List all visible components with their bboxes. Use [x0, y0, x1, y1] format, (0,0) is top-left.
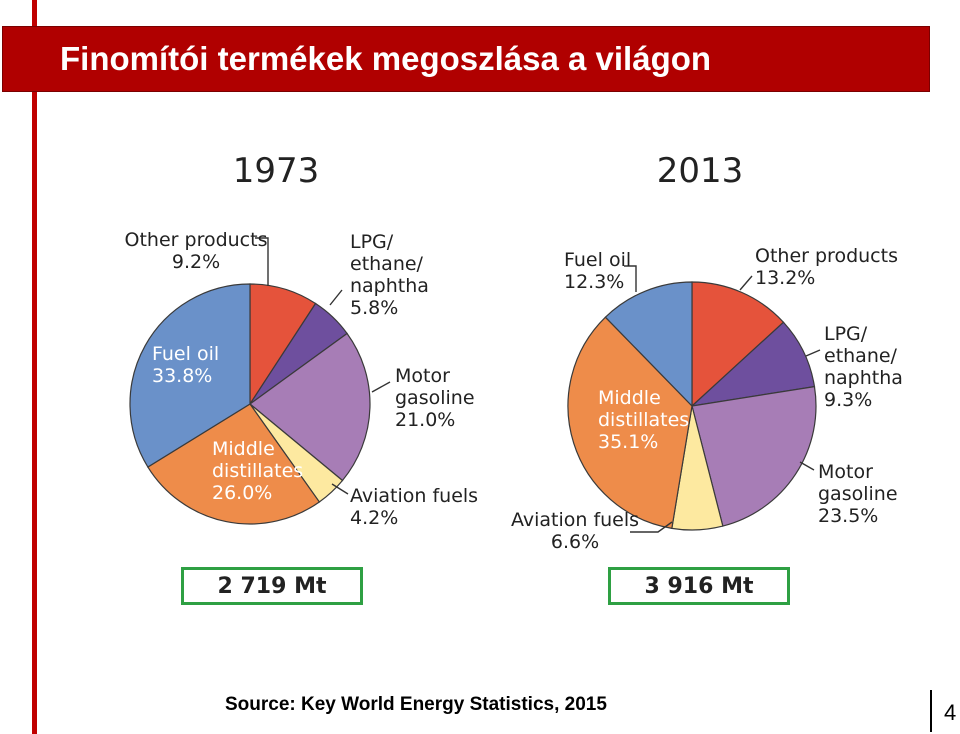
- slice-label-1973-aviation-fuels: Aviation fuels 4.2%: [350, 485, 478, 529]
- slice-label-1973-motor-gasoline: Motor gasoline 21.0%: [395, 365, 475, 431]
- leader-line-2013-lpg-ethane-naphtha: [805, 349, 821, 357]
- leader-line-1973-aviation-fuels: [331, 483, 349, 495]
- pie-slice-2013-motor-gasoline: [691, 385, 817, 527]
- pie-slice-1973-fuel-oil: [129, 283, 251, 468]
- leader-line-2013-fuel-oil: [624, 265, 637, 292]
- chart-title-2013: 2013: [657, 151, 744, 191]
- slice-label-1973-fuel-oil: Fuel oil 33.8%: [152, 343, 219, 387]
- slice-label-2013-aviation-fuels: Aviation fuels 6.6%: [511, 509, 639, 553]
- pie-slice-2013-middle-distillates: [567, 316, 693, 530]
- total-1973-box: 2 719 Mt: [181, 567, 363, 605]
- source-note: Source: Key World Energy Statistics, 201…: [225, 694, 607, 715]
- chart-title-1973: 1973: [233, 151, 320, 191]
- pie-slice-2013-fuel-oil: [604, 281, 693, 408]
- leader-line-1973-motor-gasoline: [371, 381, 391, 393]
- slide-title: Finomítói termékek megoszlása a világon: [60, 40, 712, 77]
- page-number-divider: [930, 690, 932, 732]
- leader-line-1973-lpg-ethane-naphtha: [329, 289, 343, 306]
- leader-line-1973-other-products: [255, 237, 269, 286]
- slice-label-2013-lpg-ethane-naphtha: LPG/ethane/naphtha 9.3%: [824, 323, 903, 411]
- left-accent-bar: [32, 0, 37, 734]
- slice-label-2013-middle-distillates: Middle distillates 35.1%: [598, 387, 689, 453]
- leader-line-2013-other-products: [739, 275, 753, 291]
- page-number: 4: [944, 700, 957, 725]
- leader-line-2013-motor-gasoline: [799, 461, 815, 471]
- pie-slice-1973-middle-distillates: [147, 403, 321, 525]
- slice-label-2013-fuel-oil: Fuel oil 12.3%: [564, 249, 631, 293]
- leader-line-2013-aviation-fuels: [630, 521, 673, 533]
- pie-slice-2013-other-products: [691, 281, 785, 408]
- title-banner: [2, 26, 930, 92]
- pie-slice-1973-motor-gasoline: [249, 332, 371, 482]
- slice-label-1973-lpg-ethane-naphtha: LPG/ethane/naphtha 5.8%: [350, 231, 429, 319]
- slice-label-1973-middle-distillates: Middle distillates 26.0%: [212, 438, 303, 504]
- slice-label-1973-other-products: Other products 9.2%: [125, 229, 268, 273]
- slice-label-2013-other-products: Other products 13.2%: [755, 245, 898, 289]
- total-2013-box: 3 916 Mt: [608, 567, 790, 605]
- slice-label-2013-motor-gasoline: Motor gasoline 23.5%: [818, 461, 898, 527]
